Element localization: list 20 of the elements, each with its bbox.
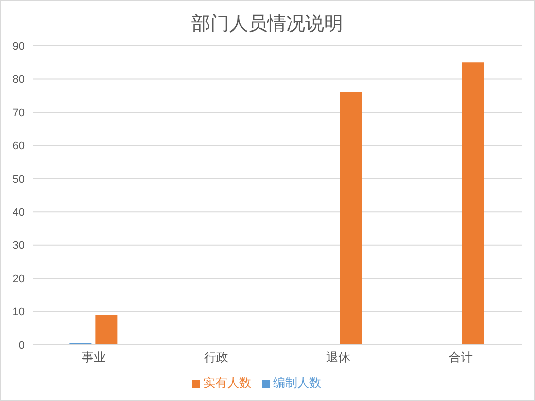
y-tick-label: 20 [12, 273, 25, 286]
x-tick-label: 退休 [326, 350, 351, 365]
y-tick-label: 70 [12, 107, 25, 120]
x-tick-label: 行政 [204, 350, 228, 365]
y-tick-label: 90 [12, 40, 25, 53]
y-tick-label: 0 [18, 340, 25, 352]
legend-label: 编制人数 [274, 376, 322, 390]
legend-label: 实有人数 [204, 376, 252, 390]
y-tick-label: 80 [12, 74, 25, 86]
bar [340, 92, 362, 345]
chart-title: 部门人员情况说明 [190, 13, 344, 37]
x-tick-label: 合计 [448, 350, 473, 365]
y-tick-label: 10 [12, 306, 25, 319]
bar [462, 62, 484, 345]
y-tick-label: 50 [12, 174, 25, 186]
x-tick-label: 事业 [82, 350, 106, 365]
y-tick-label: 40 [12, 207, 25, 220]
bar [96, 315, 118, 345]
y-tick-label: 60 [12, 140, 25, 153]
y-tick-label: 30 [12, 240, 25, 252]
